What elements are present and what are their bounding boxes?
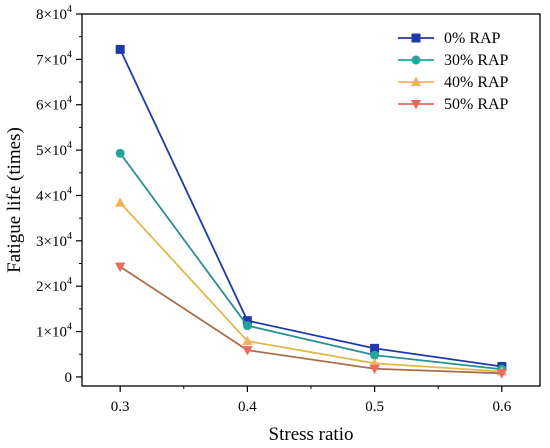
y-tick-label: 6×104 [36, 95, 72, 114]
y-tick-label: 8×104 [36, 4, 72, 23]
legend-item: 40% RAP [398, 74, 509, 91]
legend-label: 30% RAP [444, 52, 509, 69]
series-line [119, 202, 502, 373]
y-tick-label: 3×104 [36, 231, 72, 250]
data-point [242, 335, 253, 346]
series-1 [115, 44, 507, 371]
y-tick-exponent: 4 [67, 4, 72, 15]
data-point [242, 316, 252, 326]
y-axis-ticks: 01×1042×1043×1044×1045×1046×1047×1048×10… [36, 4, 82, 386]
data-point [115, 44, 125, 54]
y-axis-title: Fatigue life (times) [4, 127, 25, 273]
y-tick-label: 1×104 [36, 322, 72, 341]
legend-marker [410, 76, 422, 87]
y-tick-label: 2×104 [36, 276, 72, 295]
legend-label: 40% RAP [444, 74, 509, 91]
y-tick-exponent: 4 [67, 231, 72, 242]
y-tick-exponent: 4 [67, 276, 72, 287]
data-point [370, 350, 380, 360]
y-tick-exponent: 4 [67, 49, 72, 60]
x-axis-title: Stress ratio [269, 424, 354, 445]
y-tick-mantissa: 3×10 [36, 234, 67, 250]
y-tick-label: 7×104 [36, 49, 72, 68]
series-line [119, 152, 502, 371]
x-axis-ticks: 0.3 0.4 0.5 0.6 [111, 386, 512, 415]
data-point [114, 197, 126, 207]
y-tick-mantissa: 7×10 [36, 52, 67, 68]
legend-marker [411, 55, 421, 65]
series-layer [114, 44, 508, 379]
x-tick-label: 0.3 [111, 399, 130, 415]
legend-marker [410, 99, 422, 110]
data-point [496, 369, 508, 379]
y-tick-label: 0 [65, 370, 73, 386]
series-3 [114, 197, 508, 376]
data-point [370, 343, 380, 353]
y-tick-mantissa: 0 [65, 370, 73, 386]
legend-marker [411, 33, 421, 43]
y-tick-mantissa: 1×10 [36, 325, 67, 341]
y-tick-exponent: 4 [67, 140, 72, 151]
y-tick-exponent: 4 [67, 322, 72, 333]
plot-frame [81, 13, 541, 387]
data-point [242, 346, 253, 356]
y-tick-mantissa: 4×10 [36, 188, 67, 204]
y-tick-exponent: 4 [67, 95, 72, 106]
data-point [369, 364, 380, 375]
y-tick-exponent: 4 [67, 185, 72, 196]
series-4 [114, 262, 508, 379]
y-tick-mantissa: 6×10 [36, 98, 67, 114]
x-tick-label: 0.6 [492, 399, 511, 415]
y-tick-mantissa: 8×10 [36, 7, 67, 23]
data-point [115, 148, 125, 158]
series-line [119, 49, 502, 368]
legend-label: 50% RAP [444, 96, 509, 113]
data-point [242, 321, 252, 331]
y-tick-label: 4×104 [36, 185, 72, 204]
legend: 0% RAP 30% RAP 40% RAP 50% RAP [398, 30, 509, 113]
y-tick-label: 5×104 [36, 140, 72, 159]
legend-item: 0% RAP [398, 30, 501, 47]
legend-item: 50% RAP [398, 96, 509, 113]
series-line [119, 265, 502, 375]
legend-item: 30% RAP [398, 52, 509, 69]
y-tick-mantissa: 2×10 [36, 279, 67, 295]
x-tick-label: 0.5 [365, 399, 384, 415]
data-point [114, 262, 126, 273]
legend-label: 0% RAP [444, 30, 501, 47]
y-tick-mantissa: 5×10 [36, 143, 67, 159]
x-tick-label: 0.4 [238, 399, 257, 415]
